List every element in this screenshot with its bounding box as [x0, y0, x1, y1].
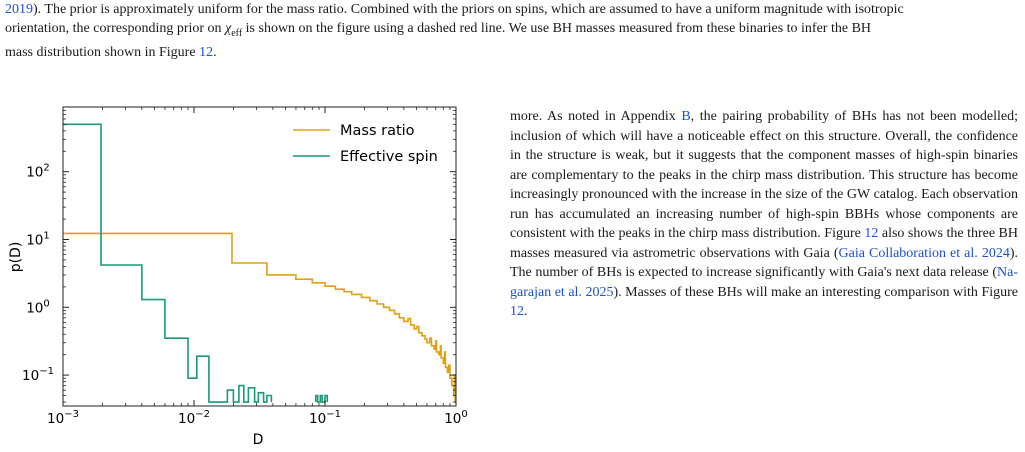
right-text-2: , the pairing probability of BHs has not…	[510, 109, 1018, 241]
legend-label-effective-spin: Effective spin	[340, 149, 438, 165]
series-line-effective-spin	[63, 123, 328, 403]
top-paragraph-line3-pre: mass distribution shown in Figure	[5, 44, 200, 60]
top-paragraph-line3-post: .	[213, 44, 217, 60]
y-tick-label: 100	[26, 298, 50, 316]
figure: 10−3 10−2 10−1 100 10−1 100 101 102 p(D) D Mass…	[0, 95, 480, 448]
right-paragraph: more. As noted in Appendix B, the pairin…	[510, 107, 1018, 322]
right-text-3: also shows the three BH masses measured …	[510, 226, 1019, 261]
chi-symbol: χ	[225, 21, 232, 36]
top-paragraph-line2-pre: orientation, the corresponding prior on	[5, 21, 226, 36]
y-tick-label: 102	[26, 163, 50, 181]
y-tick-label: 10−1	[22, 366, 54, 384]
x-tick-label: 100	[444, 409, 468, 427]
citation-link-2019[interactable]: 2019	[5, 2, 33, 17]
y-tick-label: 101	[26, 230, 50, 248]
right-text-1: more. As noted in Appendix	[510, 109, 682, 124]
x-tick-label: 10−3	[47, 409, 79, 427]
series-line-mass-ratio	[63, 232, 456, 403]
chi-subscript: eff	[231, 27, 243, 39]
top-paragraph-line2-post: is shown on the figure using a dashed re…	[242, 21, 872, 36]
legend-label-mass-ratio: Mass ratio	[340, 123, 415, 139]
top-paragraph-line1: ). The prior is approximately uniform fo…	[33, 2, 904, 17]
x-tick-label: 10−1	[309, 409, 341, 427]
figure-12-link-2[interactable]: 12	[864, 226, 879, 241]
x-axis-label: D	[253, 432, 264, 447]
x-tick-label: 10−2	[178, 409, 210, 427]
right-text-6: .	[524, 304, 528, 319]
figure-12-link-3[interactable]: 12	[510, 304, 524, 319]
top-paragraph: 2019). The prior is approximately unifor…	[5, 0, 1020, 62]
appendix-b-link[interactable]: B	[681, 109, 691, 124]
legend: Mass ratio Effective spin	[293, 123, 438, 165]
nagarajan-citation-link-b[interactable]: garajan et al. 2025	[510, 284, 614, 300]
gaia-citation-link[interactable]: Gaia Collaboration et al. 2024	[838, 245, 1010, 261]
plot-frame	[62, 106, 457, 407]
nagarajan-citation-link-a[interactable]: Na-	[997, 265, 1018, 280]
right-text-5: ). Masses of these BHs will make an inte…	[613, 284, 1018, 300]
histogram-chart: 10−3 10−2 10−1 100 10−1 100 101 102 p(D) D Mass…	[8, 106, 468, 448]
right-text-4: ). The number of BHs is expected to incr…	[510, 245, 1019, 281]
y-axis-label: p(D)	[8, 242, 24, 273]
figure-12-link[interactable]: 12	[199, 44, 214, 60]
